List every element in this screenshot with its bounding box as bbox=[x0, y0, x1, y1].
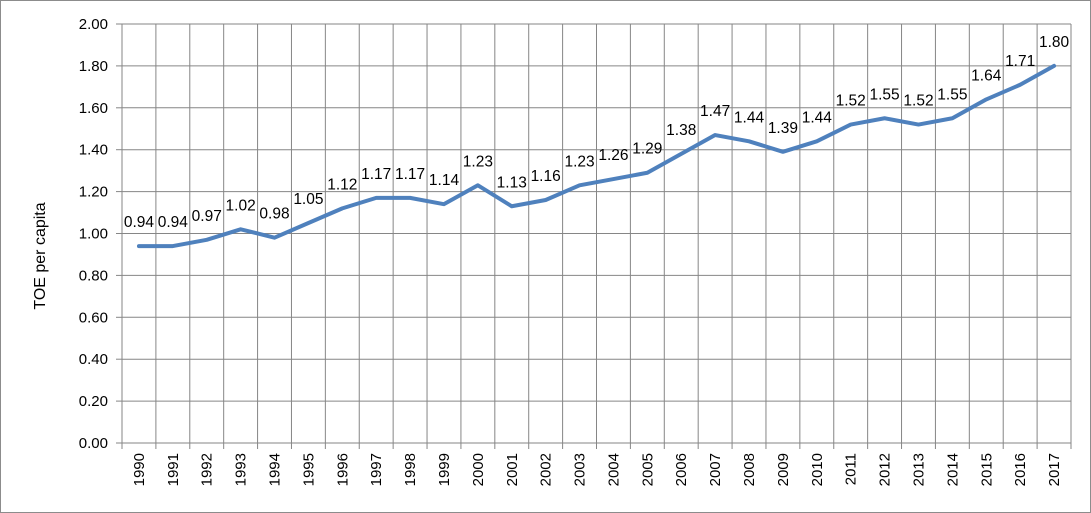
x-tick-label: 1990 bbox=[131, 453, 148, 486]
data-label: 1.64 bbox=[971, 67, 1002, 84]
x-tick-label: 2016 bbox=[1012, 453, 1029, 486]
series-line bbox=[136, 63, 1057, 249]
x-tick-label: 2006 bbox=[673, 453, 690, 486]
x-tick-label: 1991 bbox=[165, 453, 182, 486]
data-label: 0.98 bbox=[259, 206, 289, 223]
y-tick-label: 0.00 bbox=[79, 435, 108, 452]
x-tick-label: 1998 bbox=[402, 453, 419, 486]
data-label: 1.55 bbox=[937, 86, 967, 103]
data-label: 1.23 bbox=[463, 153, 493, 170]
x-tick-label: 2015 bbox=[978, 453, 995, 486]
x-tick-label: 1995 bbox=[300, 453, 317, 486]
data-label: 1.38 bbox=[666, 122, 696, 139]
y-tick-label: 0.60 bbox=[79, 309, 108, 326]
x-tick-label: 1994 bbox=[267, 453, 284, 486]
data-label: 1.44 bbox=[734, 109, 765, 126]
y-tick-label: 0.20 bbox=[79, 393, 108, 410]
x-tick-label: 2007 bbox=[707, 453, 724, 486]
x-tick-label: 2014 bbox=[944, 453, 961, 486]
x-tick-label: 2001 bbox=[504, 453, 521, 486]
data-label: 1.17 bbox=[395, 166, 425, 183]
series-line-group bbox=[136, 63, 1057, 249]
data-label: 1.55 bbox=[870, 86, 900, 103]
y-tick-label: 1.40 bbox=[79, 142, 108, 159]
data-label: 1.71 bbox=[1005, 53, 1035, 70]
axes: 0.00 0.20 0.40 0.60 0.80 1.00 1.20 1.40 1.60 1.80… bbox=[79, 16, 1071, 486]
x-tick-label: 2011 bbox=[843, 453, 860, 485]
data-label: 0.94 bbox=[124, 214, 155, 231]
data-label: 1.17 bbox=[361, 166, 391, 183]
data-label: 1.23 bbox=[564, 153, 594, 170]
data-label: 0.97 bbox=[192, 208, 222, 225]
x-tick-label: 2002 bbox=[538, 453, 555, 486]
x-tick-label: 2012 bbox=[877, 453, 894, 486]
x-tick-label: 2009 bbox=[775, 453, 792, 486]
x-tick-label: 2003 bbox=[572, 453, 589, 486]
y-tick-label: 0.80 bbox=[79, 267, 108, 284]
data-label: 1.39 bbox=[768, 120, 798, 137]
x-tick-label: 2005 bbox=[639, 453, 656, 486]
x-tick-label: 2013 bbox=[910, 453, 927, 486]
data-label: 0.94 bbox=[158, 214, 189, 231]
data-label: 1.12 bbox=[327, 176, 357, 193]
y-tick-label: 2.00 bbox=[79, 16, 108, 33]
x-tick-label: 1993 bbox=[233, 453, 250, 486]
data-label: 1.47 bbox=[700, 103, 730, 120]
y-tick-label: 1.60 bbox=[79, 100, 108, 117]
data-label: 1.52 bbox=[836, 93, 866, 110]
x-tick-label: 2008 bbox=[741, 453, 758, 486]
x-tick-label: 1992 bbox=[199, 453, 216, 486]
data-label: 1.02 bbox=[226, 197, 256, 214]
data-label: 1.80 bbox=[1039, 34, 1070, 51]
x-tick-label: 1997 bbox=[368, 453, 385, 486]
y-tick-label: 0.40 bbox=[79, 351, 108, 368]
data-label: 1.29 bbox=[632, 141, 662, 158]
x-tick-label: 2000 bbox=[470, 453, 487, 486]
x-tick-label: 2017 bbox=[1046, 453, 1063, 486]
data-label: 1.05 bbox=[293, 191, 323, 208]
y-axis-title: TOE per capita bbox=[32, 202, 49, 309]
x-tick-label: 1999 bbox=[436, 453, 453, 486]
data-label: 1.14 bbox=[429, 172, 460, 189]
x-tick-label: 1996 bbox=[334, 453, 351, 486]
data-label: 1.52 bbox=[903, 93, 933, 110]
y-tick-label: 1.20 bbox=[79, 184, 108, 201]
data-label: 1.16 bbox=[531, 168, 561, 185]
data-label: 1.26 bbox=[598, 147, 628, 164]
data-label: 1.44 bbox=[802, 109, 833, 126]
y-tick-label: 1.00 bbox=[79, 226, 108, 243]
y-tick-label: 1.80 bbox=[79, 58, 108, 75]
x-tick-label: 2004 bbox=[605, 453, 622, 486]
data-label: 1.13 bbox=[497, 174, 527, 191]
data-labels: 0.94 0.94 0.971.02 0.981.051.121.17 1.17 1.14… bbox=[124, 34, 1070, 231]
x-tick-label: 2010 bbox=[809, 453, 826, 486]
